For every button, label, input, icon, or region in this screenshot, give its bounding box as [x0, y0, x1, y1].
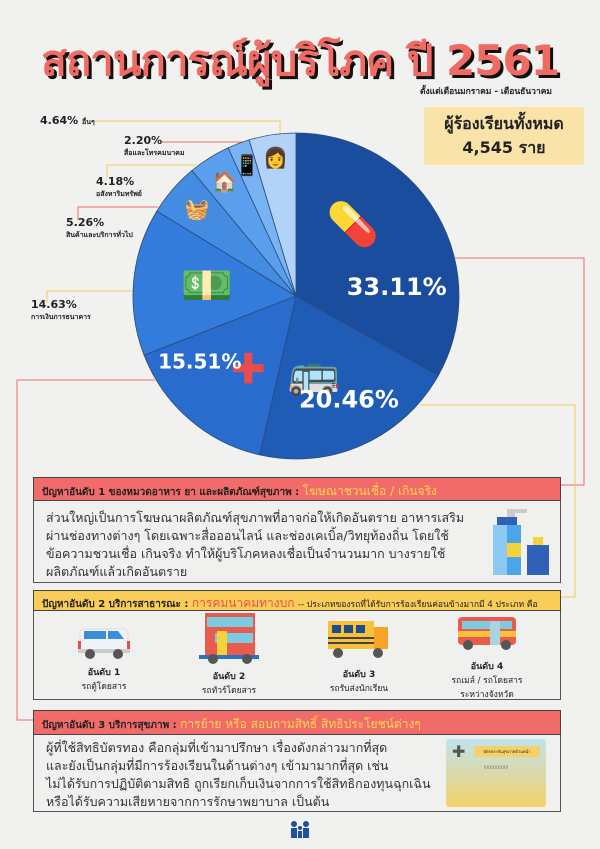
vehicle-name: รถตู้โดยสาร [81, 682, 127, 692]
text-line: หรือได้รับความเสียหายจากการรักษาพยาบาล เ… [46, 794, 330, 809]
date-range: ตั้งแต่เดือนมกราคม - เดือนธันวาคม [420, 87, 553, 97]
total-complaints-box: ผู้ร้องเรียนทั้งหมด 4,545 ราย [424, 107, 584, 165]
section-3-text: ผู้ที่ใช้สิทธิบัตรทอง คือกลุ่มที่เข้ามาป… [46, 739, 431, 811]
bus-icon: 🚌 [287, 348, 339, 397]
pct-goods: 5.26% [66, 216, 105, 229]
vehicle-name-line2: ระหว่างจังหวัด [460, 690, 514, 700]
section-3-body: ผู้ที่ใช้สิทธิบัตรทอง คือกลุ่มที่เข้ามาป… [33, 735, 561, 812]
text-line: ผ่านช่องทางต่างๆ โดยเฉพาะสื่อออนไลน์ และ… [46, 528, 449, 543]
vehicle-name: รถเมล์ / รถโดยสาร [451, 676, 523, 686]
pie-slice [143, 295, 297, 456]
medicine-bottle-icon: 💊 [327, 198, 379, 249]
cross-icon: ✚ [452, 742, 466, 761]
section-3-highlight: การย้าย หรือ สอบถามสิทธิ์ สิทธิประโยชน์ต… [180, 717, 421, 731]
organization-logo [285, 820, 315, 843]
vehicle-name: รถรับส่งนักเรียน [329, 684, 389, 694]
section-3-header: ปัญหาอันดับ 3 บริการสุขภาพ : การย้าย หรื… [33, 710, 561, 735]
text-line: ข้อความชวนเชื่อ เกินจริง ทำให้ผู้บริโภคห… [46, 546, 446, 561]
slice-value-label: 15.51% [158, 350, 241, 374]
section-2-header: ปัญหาอันดับ 2 บริการสาธารณะ : การคมนาคมท… [33, 590, 561, 611]
cap-telecom: สื่อและโทรคมนาคม [124, 149, 185, 157]
section-2-note: -- ประเภทของรถที่ได้รับการร้องเรียนค่อนข… [298, 600, 538, 610]
vehicle-rank: อันดับ 3 [342, 670, 376, 680]
pct-realestate: 4.18% [96, 175, 135, 188]
vehicle-rank: อันดับ 2 [212, 672, 246, 682]
text-line: ผู้ที่ใช้สิทธิบัตรทอง คือกลุ่มที่เข้ามาป… [46, 740, 388, 755]
section-1-highlight: โฆษณาชวนเชื่อ / เกินจริง [302, 484, 437, 498]
cap-others: อื่นๆ [82, 118, 95, 126]
supplement-bottles-icon [493, 509, 549, 575]
vehicle-rank-2: อันดับ 2 รถทัวร์โดยสาร [169, 611, 289, 697]
gold-card-image: ✚ บัตรประกันสุขภาพถ้วนหน้า XXXXXXXXX [446, 739, 546, 807]
pie-slice [295, 132, 460, 377]
section-1-text: ส่วนใหญ่เป็นการโฆษณาผลิตภัณฑ์สุขภาพที่อา… [46, 509, 464, 581]
text-line: ไม่ได้รับการปฏิบัติตามสิทธิ ถูกเรียกเก็บ… [46, 776, 431, 791]
section-1-header: ปัญหาอันดับ 1 ของหมวดอาหาร ยา และผลิตภัณ… [33, 477, 561, 501]
city-bus-icon [458, 617, 516, 650]
house-icon: 🏠 [212, 169, 237, 193]
card-number: XXXXXXXXX [483, 765, 509, 770]
slice-value-label: 33.11% [347, 273, 447, 301]
pie-slice [132, 210, 297, 356]
family-logo-icon [291, 821, 309, 838]
section-1-body: ส่วนใหญ่เป็นการโฆษณาผลิตภัณฑ์สุขภาพที่อา… [33, 501, 561, 583]
total-value: 4,545 ราย [462, 138, 546, 157]
section-2-body: อันดับ 1 รถตู้โดยสาร อันดับ 2 รถทัวร์โดย… [33, 611, 561, 700]
pct-finance: 14.63% [31, 298, 77, 311]
pie-slice [259, 295, 439, 460]
school-bus-icon [328, 621, 388, 658]
vehicle-rank-3: อันดับ 3 รถรับส่งนักเรียน [299, 617, 419, 695]
pie-slice [248, 132, 297, 297]
section-2-highlight: การคมนาคมทางบก [191, 596, 295, 610]
vehicle-name: รถทัวร์โดยสาร [201, 686, 257, 696]
first-aid-kit-icon: ✚ [231, 344, 266, 393]
section-1-title: ปัญหาอันดับ 1 ของหมวดอาหาร ยา และผลิตภัณ… [42, 487, 300, 498]
section-3-title: ปัญหาอันดับ 3 บริการสุขภาพ : [42, 720, 177, 731]
person-icon: 👩 [263, 145, 288, 169]
pct-others: 4.64% [40, 114, 79, 127]
cap-goods: สินค้าและบริการทั่วไป [66, 231, 133, 239]
van-icon [78, 628, 130, 659]
pie-chart: 💊33.11%🚌20.46%✚15.51%💵🧺🏠📱 👩 [132, 132, 460, 460]
pct-telecom: 2.20% [124, 134, 163, 147]
text-line: ผลิตภัณฑ์แล้วเกิดอันตราย [46, 564, 188, 579]
slice-value-label: 20.46% [299, 386, 399, 414]
produce-crate-icon: 🧺 [185, 197, 210, 221]
cap-realestate: อสังหาริมทรัพย์ [96, 190, 142, 198]
page-title: สถานการณ์ผู้บริโภค ปี 2561 [41, 36, 560, 85]
text-line: ส่วนใหญ่เป็นการโฆษณาผลิตภัณฑ์สุขภาพที่อา… [46, 510, 465, 525]
text-line: และยังเป็นกลุ่มที่มีการร้องเรียนในด้านต่… [46, 758, 389, 773]
vehicle-rank-1: อันดับ 1 รถตู้โดยสาร [44, 619, 164, 693]
money-hand-icon: 💵 [181, 261, 233, 310]
section-2-title: ปัญหาอันดับ 2 บริการสาธารณะ : [42, 599, 189, 610]
label-others: 4.64% อื่นๆ [40, 114, 95, 128]
cap-finance: การเงินการธนาคาร [31, 313, 91, 321]
total-label: ผู้ร้องเรียนทั้งหมด [444, 114, 564, 133]
vehicle-rank: อันดับ 4 [470, 662, 504, 672]
card-title: บัตรประกันสุขภาพถ้วนหน้า [474, 746, 540, 757]
vehicle-rank: อันดับ 1 [87, 668, 121, 678]
double-decker-bus-icon [199, 613, 259, 664]
vehicle-rank-4: อันดับ 4 รถเมล์ / รถโดยสาร ระหว่างจังหวั… [427, 613, 547, 701]
